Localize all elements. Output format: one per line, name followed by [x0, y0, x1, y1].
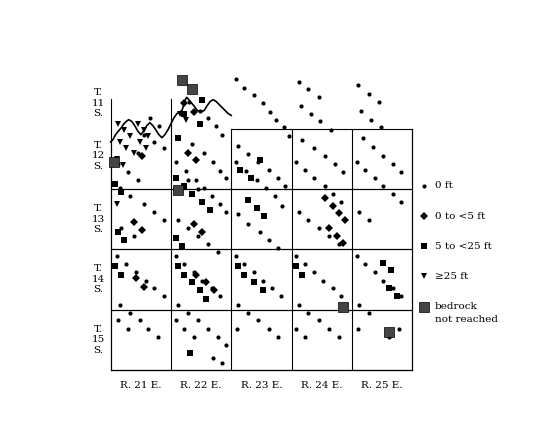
Text: 5 to <25 ft: 5 to <25 ft	[435, 242, 492, 251]
Text: ≥25 ft: ≥25 ft	[435, 272, 468, 281]
Text: T.
12
S.: T. 12 S.	[91, 141, 104, 170]
Text: R. 23 E.: R. 23 E.	[240, 381, 282, 390]
Text: R. 22 E.: R. 22 E.	[180, 381, 222, 390]
Text: R. 25 E.: R. 25 E.	[361, 381, 403, 390]
Text: bedrock: bedrock	[435, 302, 478, 311]
Text: T.
11
S.: T. 11 S.	[91, 88, 104, 118]
Text: not reached: not reached	[435, 315, 498, 324]
Text: T.
14
S.: T. 14 S.	[91, 265, 104, 294]
Text: T.
13
S.: T. 13 S.	[91, 204, 104, 234]
Text: R. 21 E.: R. 21 E.	[120, 381, 162, 390]
Text: 0 ft: 0 ft	[435, 182, 453, 190]
Text: R. 24 E.: R. 24 E.	[301, 381, 343, 390]
Text: 0 to <5 ft: 0 to <5 ft	[435, 212, 485, 221]
Text: T.
15
S.: T. 15 S.	[91, 325, 104, 355]
